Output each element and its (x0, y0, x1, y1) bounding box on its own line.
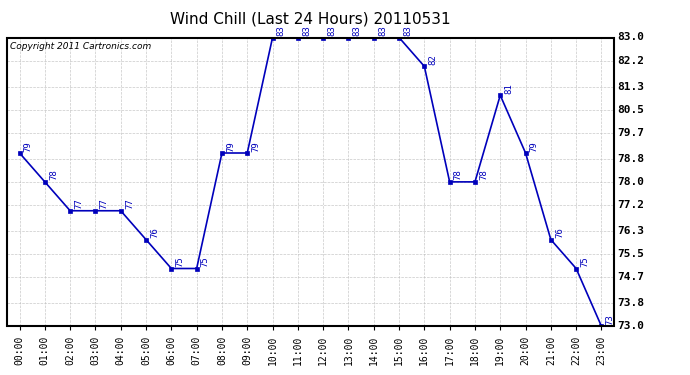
Text: 75: 75 (201, 256, 210, 267)
Text: 76: 76 (150, 228, 159, 238)
Text: 81: 81 (504, 83, 513, 94)
Text: 78.8: 78.8 (618, 154, 644, 164)
Text: 83: 83 (277, 26, 286, 36)
Text: Copyright 2011 Cartronics.com: Copyright 2011 Cartronics.com (10, 42, 151, 51)
Text: 83: 83 (302, 26, 311, 36)
Text: 79.7: 79.7 (618, 128, 644, 138)
Text: 78: 78 (454, 170, 463, 180)
Text: 79: 79 (23, 141, 32, 152)
Text: 83: 83 (378, 26, 387, 36)
Text: 77: 77 (125, 199, 134, 209)
Text: 82.2: 82.2 (618, 56, 644, 66)
Text: 78.0: 78.0 (618, 177, 644, 187)
Text: 75.5: 75.5 (618, 249, 644, 259)
Text: 77.2: 77.2 (618, 200, 644, 210)
Text: 83: 83 (353, 26, 362, 36)
Text: 76.3: 76.3 (618, 226, 644, 236)
Text: 79: 79 (251, 141, 260, 152)
Text: 83: 83 (327, 26, 336, 36)
Text: 75: 75 (580, 256, 589, 267)
Text: 79: 79 (530, 141, 539, 152)
Text: 83: 83 (403, 26, 412, 36)
Text: 74.7: 74.7 (618, 272, 644, 282)
Text: 76: 76 (555, 228, 564, 238)
Text: 75: 75 (175, 256, 184, 267)
Text: 73.0: 73.0 (618, 321, 644, 331)
Text: 78: 78 (479, 170, 488, 180)
Text: 82: 82 (428, 54, 437, 65)
Text: 81.3: 81.3 (618, 82, 644, 92)
Text: 77: 77 (99, 199, 108, 209)
Text: 80.5: 80.5 (618, 105, 644, 115)
Text: 77: 77 (75, 199, 83, 209)
Text: 83.0: 83.0 (618, 33, 644, 42)
Text: 73.8: 73.8 (618, 298, 644, 308)
Text: 79: 79 (226, 141, 235, 152)
Text: 78: 78 (49, 170, 58, 180)
Text: Wind Chill (Last 24 Hours) 20110531: Wind Chill (Last 24 Hours) 20110531 (170, 11, 451, 26)
Text: 73: 73 (606, 314, 615, 325)
